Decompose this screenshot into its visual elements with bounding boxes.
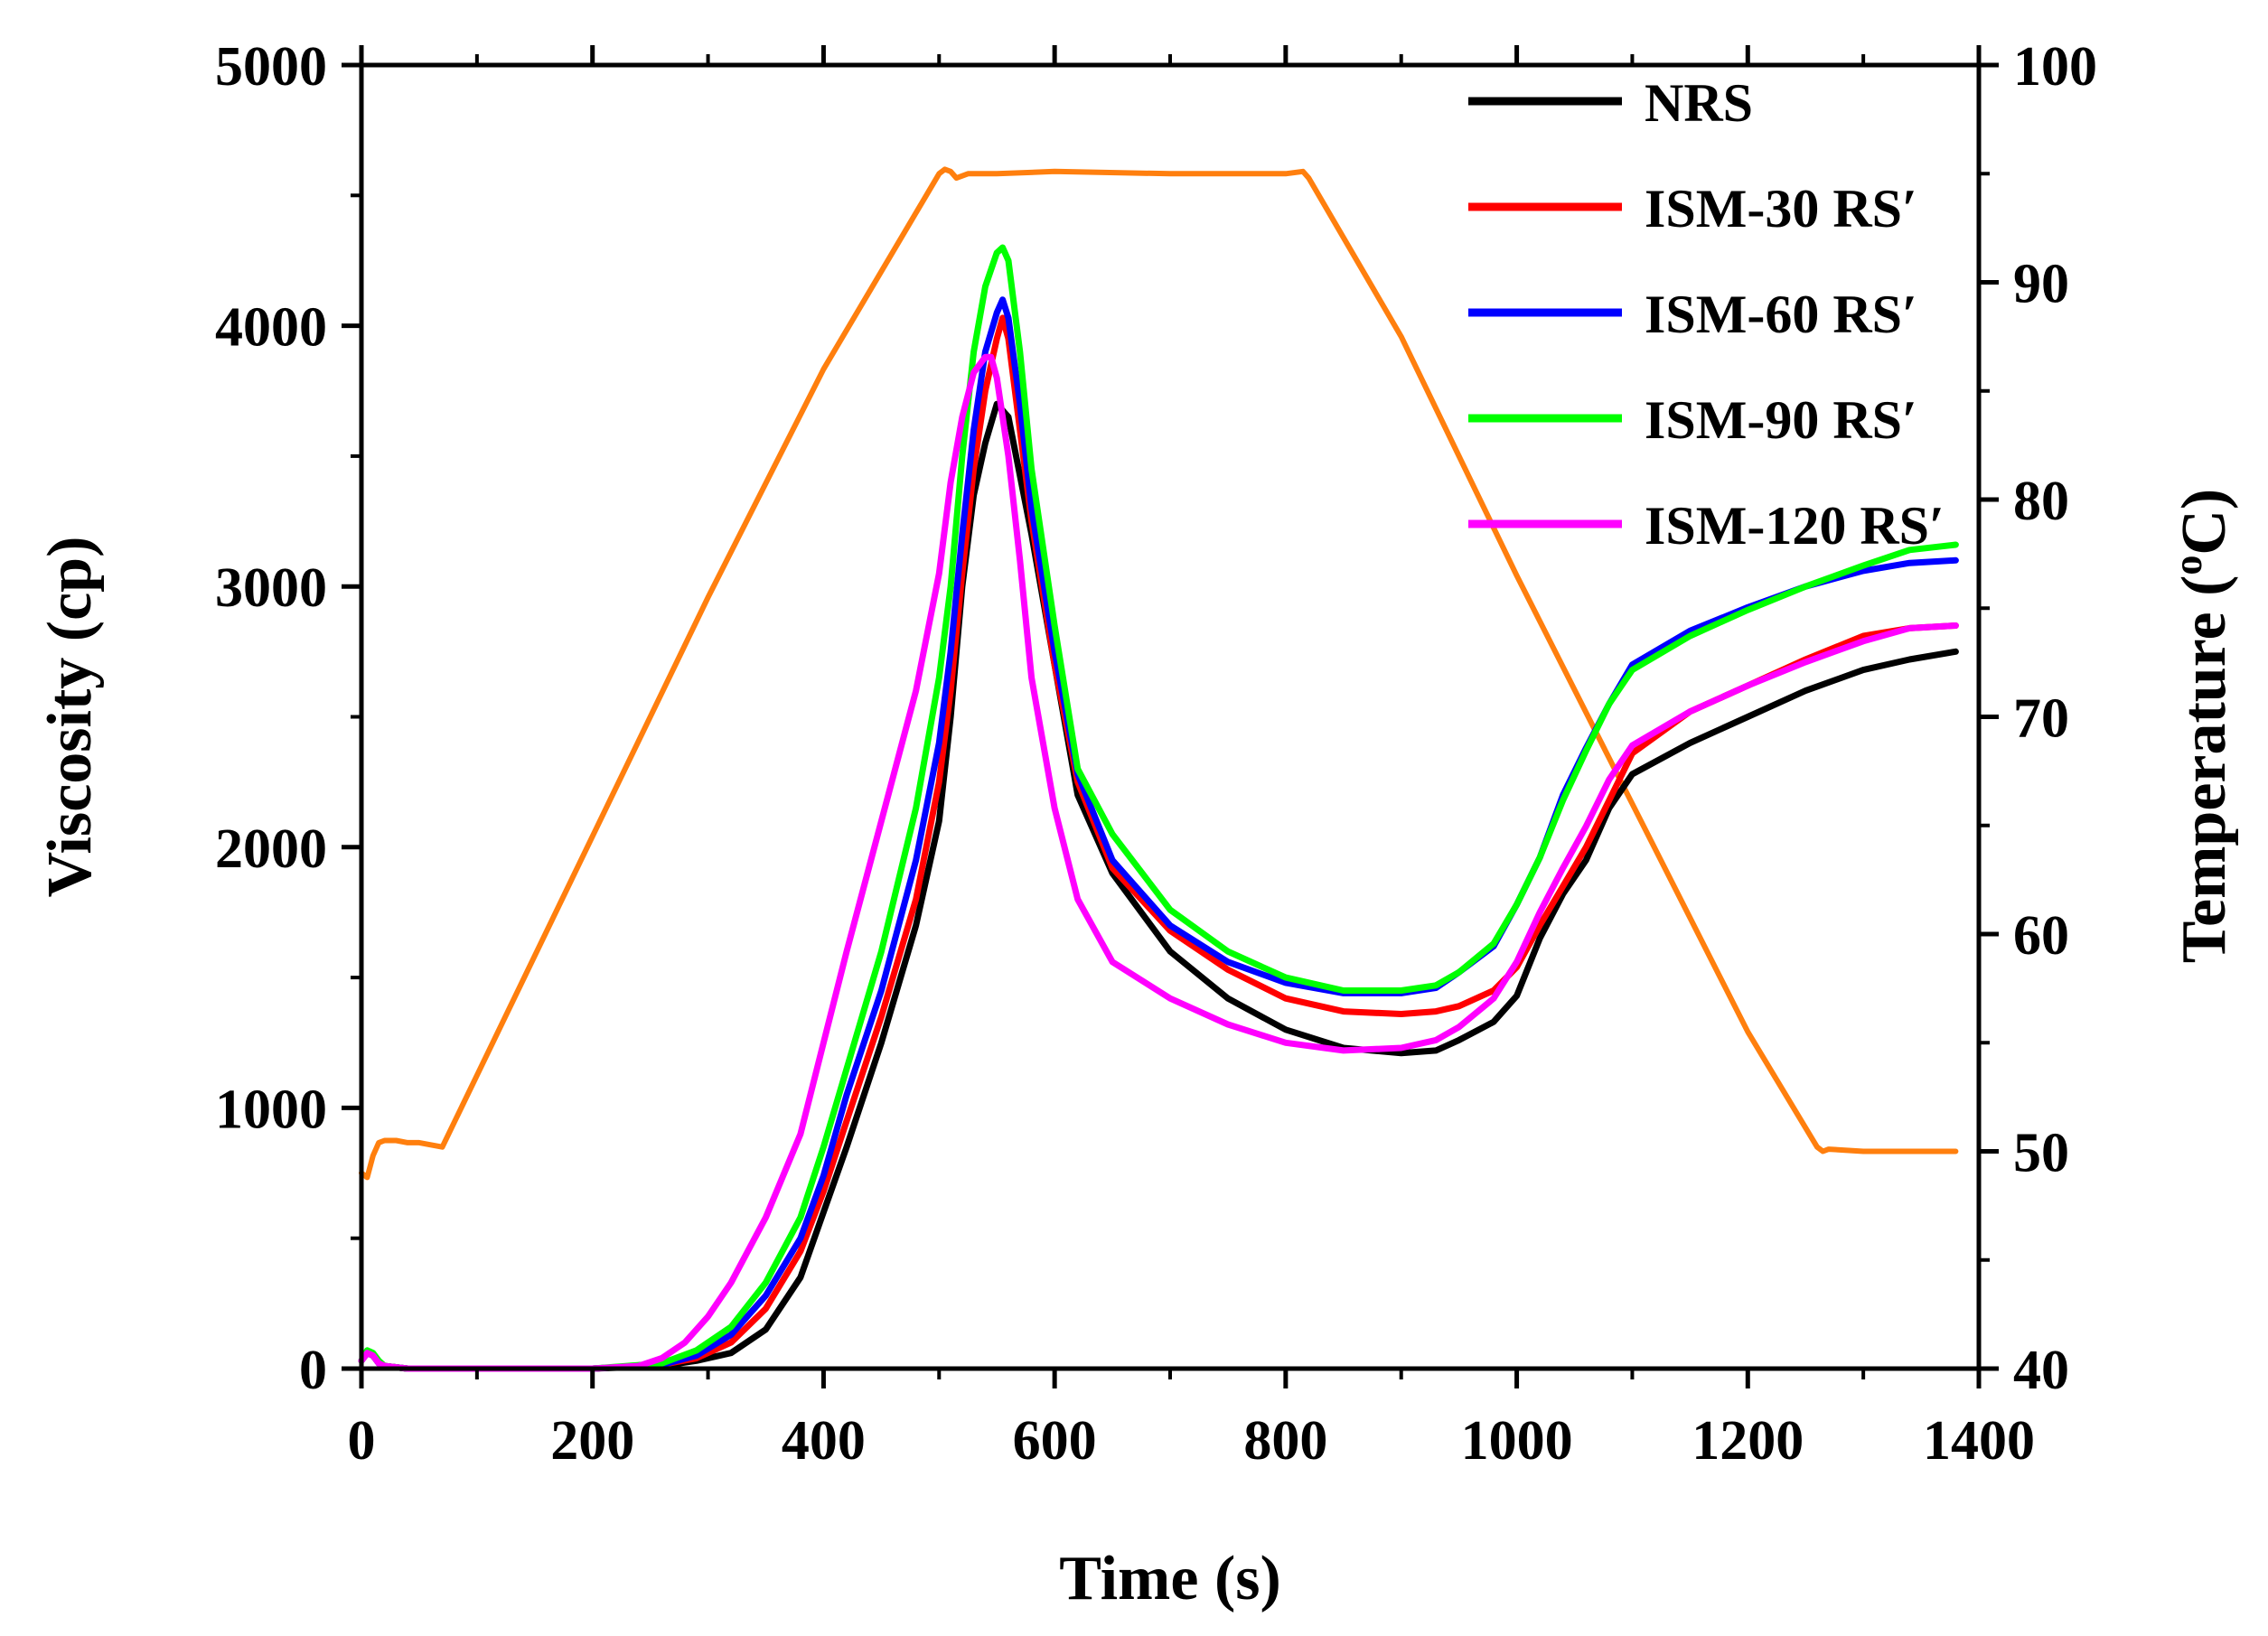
legend-label: ISM-30 RS′ xyxy=(1645,179,1917,238)
x-tick-label: 1000 xyxy=(1461,1410,1573,1472)
x-tick-label: 400 xyxy=(782,1410,866,1472)
y2-axis-title: Temperature (oC) xyxy=(2166,489,2239,964)
axis-ticks xyxy=(342,45,1999,1388)
plot-frame xyxy=(359,62,1982,1371)
series-line-ism-90-rs xyxy=(358,244,1959,1372)
legend-label: ISM-90 RS′ xyxy=(1645,390,1917,450)
x-tick-label: 600 xyxy=(1013,1410,1097,1472)
tick-labels: 0 200 400 600 800 1000 1200 1400 0 1000 2000 3000 40… xyxy=(215,36,2097,1472)
y2-tick-label: 100 xyxy=(2013,36,2097,98)
y2-tick-label: 50 xyxy=(2013,1123,2069,1184)
y2-tick-label: 70 xyxy=(2013,688,2069,750)
y2-tick-label: 90 xyxy=(2013,254,2069,315)
legend-label: ISM-60 RS′ xyxy=(1645,285,1917,344)
y-tick-label: 5000 xyxy=(215,36,327,98)
series-line-ism-60-rs xyxy=(358,296,1959,1372)
y-tick-label: 3000 xyxy=(215,557,327,619)
x-axis-title: Time (s) xyxy=(1059,1544,1281,1613)
plot-area xyxy=(358,166,1959,1372)
series-line-ism-30-rs xyxy=(358,314,1959,1372)
series-line-temperature xyxy=(359,166,1959,1181)
y-tick-label: 1000 xyxy=(215,1079,327,1140)
legend-label: NRS xyxy=(1645,73,1753,133)
legend: NRS ISM-30 RS′ ISM-60 RS′ ISM-90 RS′ ISM-120… xyxy=(1468,73,1945,556)
y-tick-label: 0 xyxy=(299,1340,327,1401)
y-tick-label: 2000 xyxy=(215,818,327,880)
y2-tick-label: 40 xyxy=(2013,1340,2069,1401)
series-line-ism-120-rs xyxy=(358,353,1959,1372)
y-tick-label: 4000 xyxy=(215,297,327,359)
x-tick-label: 0 xyxy=(348,1410,376,1472)
y2-tick-label: 80 xyxy=(2013,471,2069,532)
y2-tick-label: 60 xyxy=(2013,905,2069,967)
legend-label: ISM-120 RS′ xyxy=(1645,496,1945,556)
x-tick-label: 1200 xyxy=(1692,1410,1804,1472)
x-tick-label: 800 xyxy=(1243,1410,1327,1472)
y-axis-title: Viscosity (cp) xyxy=(35,537,105,898)
x-tick-label: 200 xyxy=(550,1410,634,1472)
x-tick-label: 1400 xyxy=(1923,1410,2035,1472)
